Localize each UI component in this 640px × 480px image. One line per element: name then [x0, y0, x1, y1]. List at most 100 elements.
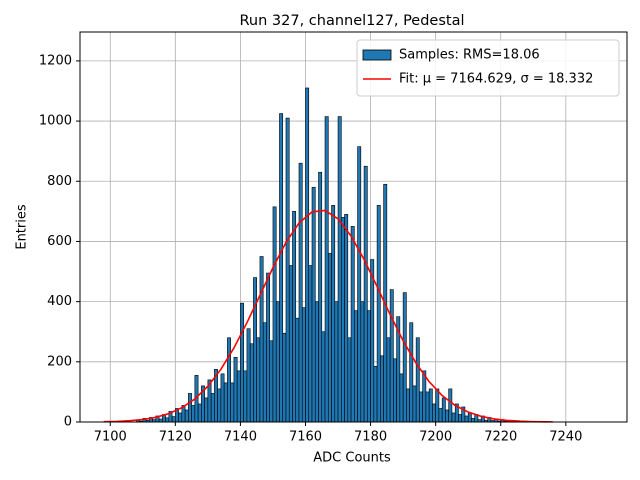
histogram-bar [217, 388, 222, 423]
x-tick-label: 7200 [419, 430, 452, 445]
histogram-bar [305, 87, 310, 423]
y-tick-label: 0 [64, 415, 72, 430]
plot-area [103, 87, 553, 423]
histogram-bar [373, 366, 378, 423]
histogram-bar [266, 272, 271, 423]
histogram-bar [432, 403, 436, 423]
histogram-bar [210, 393, 215, 423]
histogram-bar [236, 370, 241, 423]
y-tick-label: 1000 [39, 114, 72, 129]
histogram-bar [256, 337, 261, 423]
x-tick-label: 7220 [484, 430, 517, 445]
x-tick-label: 7120 [159, 430, 192, 445]
histogram-bar [243, 370, 248, 423]
histogram-bar [298, 162, 303, 423]
histogram-bar [357, 146, 362, 423]
legend-swatch [362, 49, 392, 61]
histogram-bar [451, 412, 456, 423]
histogram-bar [425, 391, 430, 423]
histogram-bar [178, 412, 183, 423]
histogram-bar [415, 337, 420, 423]
x-axis-label: ADC Counts [313, 451, 391, 466]
y-tick-label: 1200 [39, 53, 72, 68]
histogram-bar [311, 186, 316, 423]
histogram-bar [399, 373, 404, 423]
histogram-bar [262, 322, 267, 423]
histogram-bar [380, 355, 384, 423]
legend-box [356, 39, 620, 97]
grid [80, 32, 627, 423]
chart-title: Run 327, channel127, Pedestal [239, 13, 464, 29]
histogram-bar [344, 214, 349, 423]
histogram-bar [363, 165, 368, 423]
histogram-bar [327, 253, 332, 423]
histogram-bar [448, 388, 453, 423]
histogram-bar [249, 343, 254, 423]
histogram-bar [402, 292, 407, 423]
histogram-bar [367, 310, 371, 423]
y-tick-label: 400 [47, 294, 72, 309]
histogram-bar [233, 357, 238, 423]
histogram-bar [337, 116, 342, 423]
histogram-bar [204, 397, 209, 423]
histogram-bar [458, 414, 462, 423]
histogram-bar [301, 307, 306, 423]
histogram-bar [292, 211, 297, 423]
legend-label: Samples: RMS=18.06 [399, 48, 540, 63]
histogram-bar [428, 388, 433, 423]
histogram-bar [321, 331, 326, 423]
histogram-bar [279, 113, 284, 423]
histogram-bar [288, 265, 293, 423]
histogram-bar [246, 328, 251, 423]
histogram-bar [331, 205, 336, 423]
histogram-bar [184, 409, 189, 423]
histogram-bar [370, 259, 375, 423]
histogram-bar [197, 403, 202, 423]
histogram-bar [376, 205, 381, 423]
histogram-bar [347, 337, 352, 423]
histogram-bar [227, 337, 231, 423]
legend-label: Fit: μ = 7164.629, σ = 18.332 [399, 72, 593, 87]
histogram-bar [438, 408, 443, 423]
x-tick-label: 7240 [549, 430, 582, 445]
histogram-bar [422, 370, 427, 423]
y-tick-label: 600 [47, 234, 72, 249]
histogram-bar [409, 322, 414, 423]
histogram-bar [350, 226, 355, 423]
y-tick-label: 800 [47, 174, 72, 189]
histogram-bar [334, 301, 339, 423]
x-tick-label: 7180 [354, 430, 387, 445]
histogram-bar [220, 373, 225, 423]
histogram-bar [191, 405, 196, 423]
histogram-bar [464, 415, 469, 423]
histogram-bar [253, 277, 257, 423]
axes-frame [79, 31, 628, 423]
histogram-bar [285, 117, 290, 423]
x-tick-label: 7140 [224, 430, 257, 445]
histogram-bar [223, 382, 228, 423]
histogram-bar [269, 340, 274, 423]
x-tick-label: 7100 [94, 430, 127, 445]
histogram-bar [393, 358, 397, 423]
histogram-bar [230, 382, 235, 423]
histogram-bar [412, 385, 417, 423]
histogram-bar [360, 301, 365, 423]
legend: Samples: RMS=18.06 Fit: μ = 7164.629, σ =… [356, 39, 620, 97]
y-axis-label: Entries [15, 204, 30, 250]
histogram-bar [354, 310, 358, 423]
histogram-bar [318, 171, 323, 423]
histogram-bar [386, 337, 391, 423]
histogram-bar [389, 289, 394, 423]
histogram-bar [165, 417, 170, 423]
histogram-bar [308, 265, 313, 423]
x-tick-label: 7160 [289, 430, 322, 445]
histogram-bar [471, 418, 476, 423]
histogram-bar [445, 409, 449, 423]
histogram-bar [240, 302, 244, 423]
histogram-bar [282, 332, 287, 423]
histogram-bar [275, 301, 280, 423]
histogram-bar [188, 393, 192, 423]
histogram-bar [324, 116, 329, 423]
